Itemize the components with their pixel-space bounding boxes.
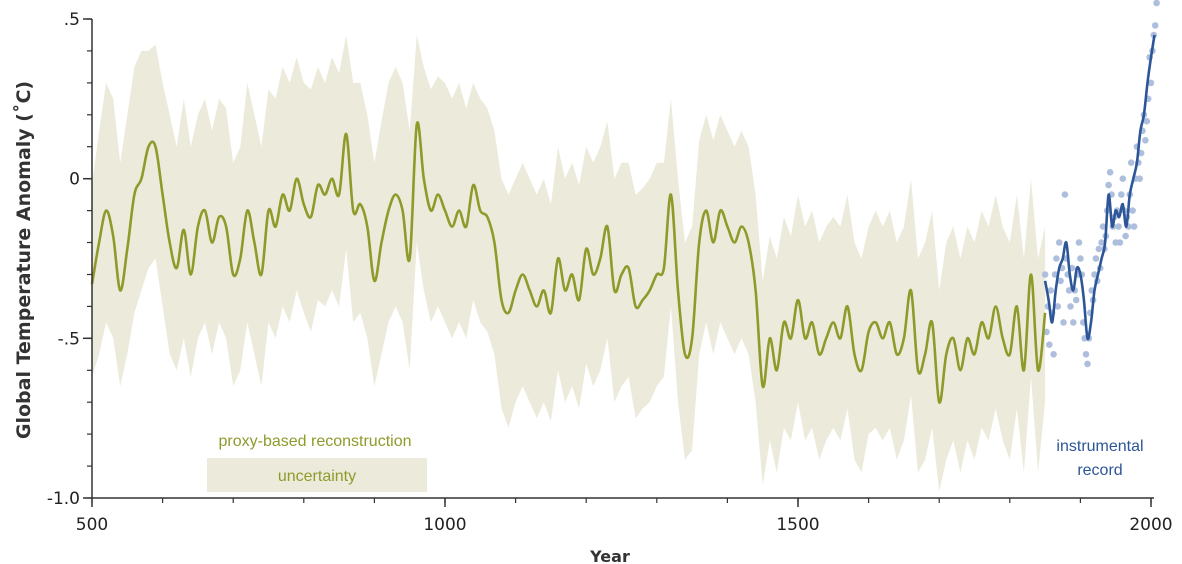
x-axis-label: Year: [589, 547, 630, 564]
legend-instrumental-label-line2: record: [1077, 462, 1122, 479]
instrumental-point: [1077, 255, 1084, 262]
instrumental-point: [1105, 181, 1112, 189]
legend-band-swatch: [207, 458, 427, 492]
y-tick-label: .5: [64, 10, 80, 30]
instrumental-points-layer: [1041, 0, 1160, 368]
instrumental-point: [1153, 0, 1160, 7]
instrumental-point: [1082, 351, 1090, 358]
instrumental-point: [1151, 22, 1159, 29]
uncertainty-band-layer: [92, 35, 1046, 492]
instrumental-point: [1043, 328, 1050, 336]
instrumental-point: [1091, 271, 1098, 278]
instrumental-point: [1046, 341, 1053, 349]
instrumental-point: [1072, 296, 1080, 304]
instrumental-point: [1060, 319, 1067, 326]
instrumental-point: [1047, 287, 1054, 294]
legend-line-label: proxy-based reconstruction: [219, 433, 412, 450]
x-tick-label: 1500: [776, 515, 819, 535]
legend-band-label: uncertainty: [278, 468, 356, 485]
tick-labels-layer: .5 0 -.5 -1.0 500 1000 1500 2000: [47, 10, 1173, 535]
instrumental-point: [1092, 255, 1100, 262]
instrumental-point: [1098, 239, 1105, 246]
instrumental-point: [1054, 303, 1062, 310]
instrumental-point: [1095, 245, 1103, 253]
instrumental-point: [1061, 191, 1069, 198]
instrumental-point: [1067, 303, 1074, 310]
instrumental-point: [1041, 271, 1049, 278]
instrumental-point: [1127, 159, 1135, 166]
instrumental-point: [1053, 255, 1060, 262]
legend: proxy-based reconstruction uncertainty i…: [207, 433, 1144, 492]
x-tick-label: 500: [76, 515, 108, 535]
instrumental-record-line: [1043, 34, 1156, 341]
instrumental-point: [1136, 175, 1143, 182]
instrumental-point: [1115, 223, 1122, 230]
y-tick-label: -.5: [58, 329, 80, 349]
axes-layer: [83, 18, 1154, 507]
instrumental-point: [1119, 175, 1127, 182]
instrumental-point: [1106, 169, 1114, 176]
x-tick-label: 2000: [1129, 515, 1172, 535]
proxy-reconstruction-line: [90, 120, 1047, 404]
instrumental-point: [1065, 287, 1073, 294]
series-lines-layer: [90, 34, 1156, 404]
instrumental-point: [1118, 191, 1125, 198]
instrumental-point: [1050, 351, 1057, 358]
instrumental-point: [1070, 319, 1077, 326]
instrumental-point: [1075, 239, 1083, 246]
instrumental-point: [1084, 360, 1091, 368]
y-tick-label: 0: [69, 170, 80, 190]
instrumental-point: [1057, 277, 1064, 285]
instrumental-point: [1143, 117, 1151, 125]
legend-instrumental-label-line1: instrumental: [1056, 438, 1143, 455]
instrumental-point: [1129, 207, 1136, 214]
instrumental-point: [1122, 232, 1129, 240]
y-axis-label: Global Temperature Anomaly (˚C): [12, 81, 35, 439]
instrumental-point: [1055, 239, 1063, 246]
instrumental-point: [1147, 79, 1155, 87]
uncertainty-band: [92, 35, 1046, 492]
instrumental-point: [1142, 137, 1149, 144]
instrumental-point: [1130, 223, 1138, 230]
y-tick-label: -1.0: [47, 489, 80, 509]
instrumental-point: [1116, 239, 1124, 246]
x-tick-label: 1000: [423, 515, 466, 535]
instrumental-point: [1099, 223, 1107, 230]
